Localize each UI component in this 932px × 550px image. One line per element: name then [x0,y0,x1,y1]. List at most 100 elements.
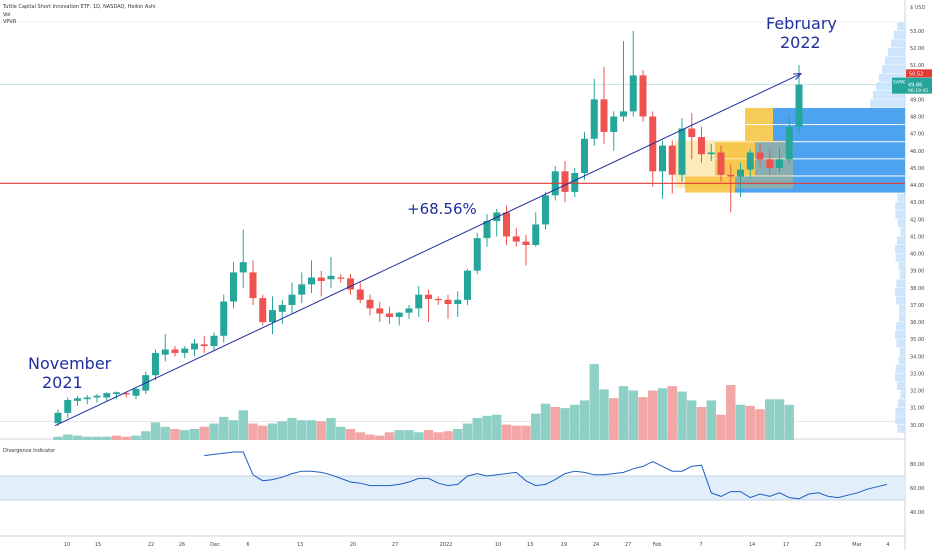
vpvr-row [897,399,905,408]
vpvr-row [896,339,905,348]
volume-bar [628,390,638,440]
overlay-lines [0,73,905,427]
vpvr-value-area [715,142,755,159]
vpvr-row [900,227,905,236]
vpvr-value-row [755,159,905,176]
volume-bar [511,425,521,440]
vpvr-row [895,330,905,339]
vpvr-row [899,304,905,314]
volume-bar [277,421,287,440]
volume-bar [150,422,161,440]
candle-body [269,310,276,323]
candle-body [230,272,237,302]
vpvr-value-row [735,176,905,193]
time-tick-label: 13 [297,542,303,548]
vpvr-row [885,56,905,65]
volume-bar [550,407,560,440]
volume-bar [462,423,473,440]
price-tick-label: 46.00 [910,149,924,155]
volume-bar [365,434,375,440]
vpvr-value-area [685,176,735,193]
volume-bar [774,399,785,440]
price-tick-label: 39.00 [910,269,924,275]
time-tick-label: 7 [699,542,702,548]
price-tick-label: 34.00 [910,354,924,360]
price-tick-label: 47.00 [910,132,924,138]
volume-bar [609,398,619,440]
end-annotation-month: February [766,14,837,33]
volume-bar [316,421,326,440]
candle-body [542,195,549,225]
candle-body [239,262,247,273]
price-tick-label: 43.00 [910,200,924,206]
candle-body [717,152,725,175]
volume-bar [384,432,395,440]
candle-body [756,152,764,160]
time-tick-label: 17 [783,542,789,548]
vpvr-row [895,210,905,219]
vpvr-value-area [745,107,773,125]
price-tick-label: 51.00 [910,63,924,69]
vpvr-row [876,82,905,91]
volume-bar [784,404,794,440]
value-area-box [675,140,793,189]
candle-body [473,238,481,271]
candle-body [356,289,364,300]
time-tick-label: 19 [561,542,567,548]
indicator-title: Divergence Indicator [3,448,56,454]
volume-bar [492,414,502,440]
candle-body [590,99,598,139]
vpvr-value-area [745,125,773,142]
candle-body [405,308,413,313]
candle-body [737,169,744,177]
candle-body [64,400,72,413]
volume-bar [531,413,541,440]
volume-bar [638,397,648,440]
volume-bar [755,409,765,440]
candle-body [308,277,315,285]
price-tick-label: 49.00 [910,97,924,103]
candle-body [152,352,159,376]
volume-bar [765,399,775,440]
candle-body [600,99,608,132]
volume-bar [394,430,404,440]
chart-title: Tuttle Capital Short Innovation ETF, 1D,… [3,4,156,10]
volume-bar [453,429,463,440]
candle-body [795,84,803,127]
candle-body [347,278,354,290]
candle-body [464,270,471,300]
vpvr-value-area [715,159,755,176]
volume-bar [375,435,385,440]
volume-bar [92,436,102,440]
time-tick-label: 4 [886,542,889,548]
candle-body [629,75,637,112]
volume-bar [648,390,658,440]
time-axis[interactable]: 10 15 22 26 Dec 6 13 20 27 2022 10 13 19 24 27 Feb 7 14 17… [64,542,890,548]
candle-body [200,344,208,347]
vpvr-row [895,416,905,425]
red-level-value: 50.52 [909,71,923,77]
candle-body [698,137,705,155]
candle-body [571,173,579,192]
volume-bar [336,426,346,440]
candle-body [785,126,793,160]
candle-body [415,294,423,309]
volume-bar [618,386,629,440]
vpvr-row [882,65,905,74]
candle-body [210,335,218,347]
time-tick-label: 2022 [440,542,453,548]
end-annotation-year: 2022 [780,33,821,52]
candle-body [337,277,345,279]
time-tick-label: 14 [749,542,755,548]
candle-body [512,236,520,242]
trend-arrow-head [792,73,803,80]
candle-body [366,299,374,309]
candle-body [54,412,62,424]
candle-body [444,299,452,305]
candle-body [727,174,735,177]
volume-bar [472,418,482,440]
last-price-tag [892,77,932,94]
volume-bar [297,420,307,440]
candle-body [376,308,384,314]
